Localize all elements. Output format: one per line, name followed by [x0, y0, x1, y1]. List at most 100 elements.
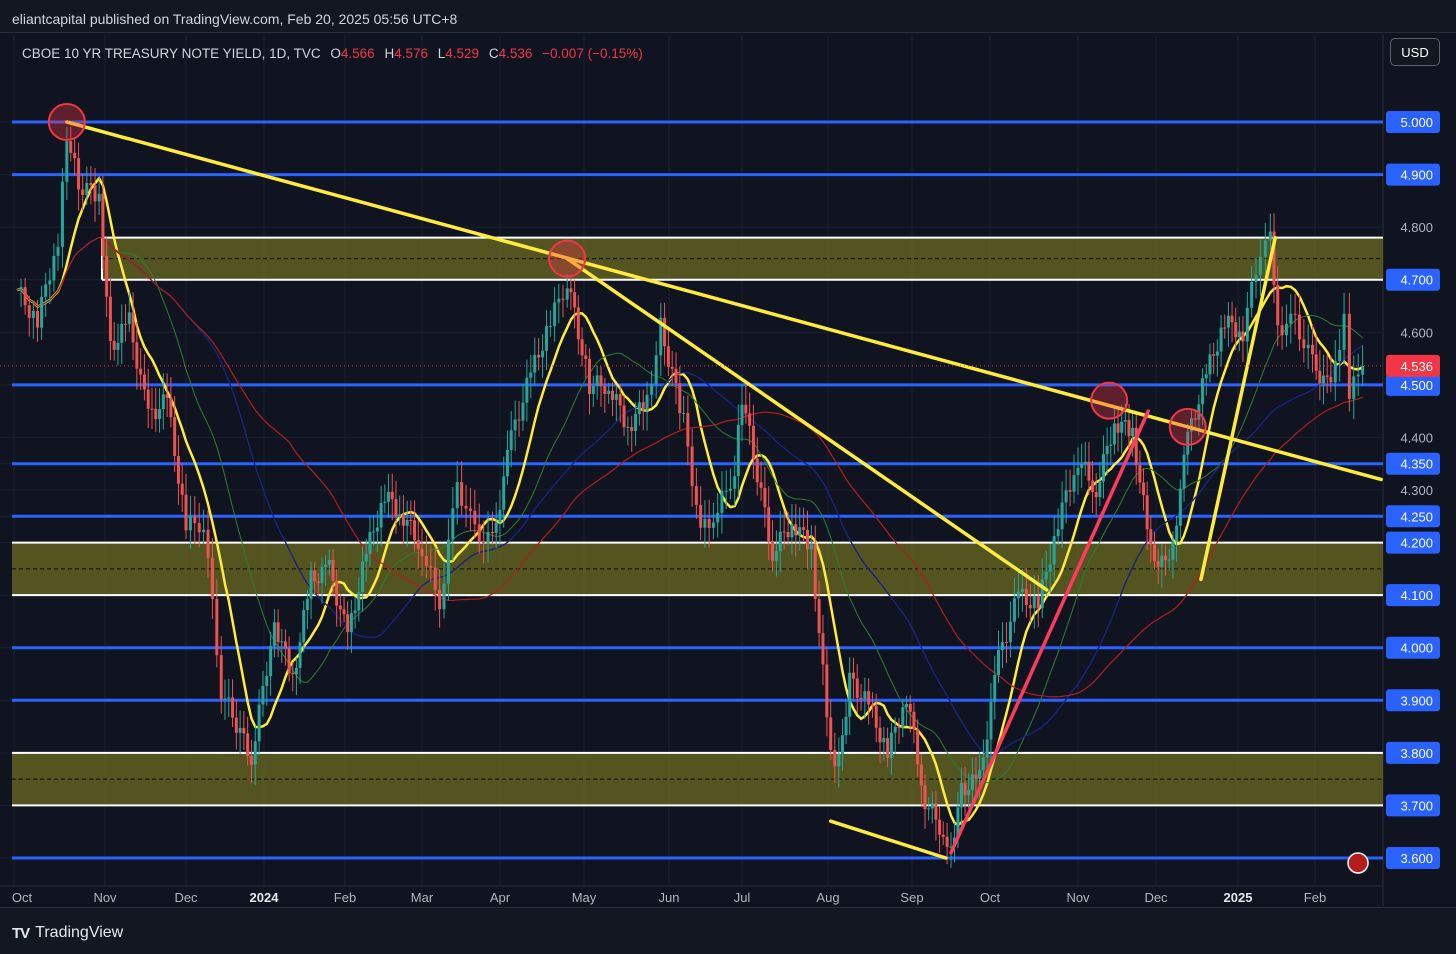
candle-body: [1318, 370, 1322, 384]
levels-layer: [12, 120, 1383, 860]
candle-body: [210, 557, 214, 599]
candle-body: [335, 580, 339, 606]
candle-body: [945, 836, 949, 847]
candle-body: [1156, 561, 1160, 567]
candle-body: [599, 375, 603, 387]
candle-body: [361, 561, 365, 593]
candle-body: [112, 340, 116, 350]
candle-body: [595, 375, 599, 386]
candle-body: [1048, 564, 1052, 572]
candle-body: [630, 426, 634, 432]
candle-body: [1276, 284, 1280, 326]
candle-body: [759, 482, 763, 488]
chart-svg[interactable]: 5.000 4.900 4.800 4.700 4.600 4.500 4.400 4.350…: [0, 33, 1456, 909]
candle-body: [733, 476, 737, 489]
candle-body: [405, 520, 409, 526]
candle-body: [1338, 349, 1342, 362]
candle-body: [782, 531, 786, 533]
candle-body: [234, 717, 238, 733]
candle-body: [829, 717, 833, 750]
candle-body: [31, 310, 35, 318]
candle-body: [215, 598, 219, 656]
candle-body: [901, 707, 905, 728]
candle-body: [513, 419, 517, 431]
candle-body: [1004, 641, 1008, 643]
candle-body: [1036, 596, 1040, 609]
time-axis: Oct Nov Dec 2024 Feb Mar Apr May Jun Jul Aug Sep Oct…: [12, 890, 1326, 905]
candle-body: [1138, 465, 1142, 483]
candle-body: [557, 298, 561, 303]
candle-body: [1280, 325, 1284, 336]
candle-body: [146, 389, 150, 409]
symbol-legend: CBOE 10 YR TREASURY NOTE YIELD, 1D, TVC …: [22, 46, 643, 61]
price-axis: 5.000 4.900 4.800 4.700 4.600 4.500 4.400 4.350…: [1347, 111, 1440, 874]
candle-body: [158, 409, 162, 419]
candle-body: [1193, 418, 1197, 420]
candle-body: [573, 292, 577, 308]
candle-body: [1060, 502, 1064, 530]
candle-body: [1024, 588, 1028, 606]
candle-body: [809, 544, 813, 550]
candle-body: [120, 323, 124, 343]
candle-body: [150, 408, 154, 410]
candle-body: [316, 581, 320, 584]
price-tag-bg: [1386, 163, 1440, 186]
price-tick-label: 4.900: [1400, 168, 1433, 183]
candle-body: [720, 491, 724, 513]
candle-body: [223, 698, 227, 700]
ma-long-line: [16, 236, 1363, 698]
chart-pane[interactable]: 5.000 4.900 4.800 4.700 4.600 4.500 4.400 4.350…: [0, 32, 1456, 909]
candle-body: [565, 288, 569, 300]
low-label: L: [437, 46, 446, 61]
time-tick-label: Apr: [490, 890, 511, 905]
candle-body: [553, 302, 557, 327]
candle-body: [967, 790, 971, 796]
candle-body: [1127, 420, 1131, 437]
candle-body: [416, 540, 420, 549]
candle-body: [771, 541, 775, 561]
price-tag-bg: [1386, 531, 1440, 554]
candle-body: [135, 342, 139, 369]
currency-button[interactable]: USD: [1390, 38, 1440, 66]
candle-body: [767, 507, 771, 542]
candle-body: [744, 404, 748, 414]
tradingview-logo[interactable]: TV TradingView: [12, 924, 123, 942]
candle-body: [442, 583, 446, 610]
candle-body: [821, 633, 825, 665]
candle-body: [477, 524, 481, 542]
ma-mid-line: [16, 236, 1363, 784]
candle-body: [455, 482, 459, 509]
time-tick-label: Dec: [174, 890, 198, 905]
candle-body: [48, 280, 52, 285]
candle-body: [889, 732, 893, 758]
candle-body: [1314, 354, 1318, 371]
time-tick-label: 2024: [250, 890, 280, 905]
candle-body: [169, 397, 173, 418]
candle-body: [905, 703, 909, 708]
symbol-name: CBOE 10 YR TREASURY NOTE YIELD, 1D, TVC: [22, 46, 321, 61]
price-tag-bg: [1386, 452, 1440, 475]
candle-body: [886, 737, 890, 758]
candle-body: [959, 783, 963, 808]
candle-body: [294, 667, 298, 675]
candle-body: [587, 359, 591, 395]
tradingview-brand: TradingView: [35, 924, 124, 941]
close-label: C: [488, 46, 499, 61]
candle-body: [1152, 544, 1156, 562]
candle-body: [283, 641, 287, 648]
highlight-circle: [1168, 407, 1207, 446]
candle-body: [963, 783, 967, 796]
candle-body: [1040, 579, 1044, 609]
candle-body: [740, 404, 744, 426]
candle-body: [882, 737, 886, 743]
candle-body: [349, 613, 353, 633]
candle-body: [1149, 529, 1153, 545]
candle-body: [269, 645, 273, 677]
candle-body: [736, 425, 740, 477]
candle-body: [521, 402, 525, 421]
candle-body: [1289, 313, 1293, 324]
candle-body: [1000, 641, 1004, 651]
candle-body: [494, 522, 498, 534]
candle-body: [1297, 314, 1301, 340]
candle-body: [1223, 327, 1227, 329]
